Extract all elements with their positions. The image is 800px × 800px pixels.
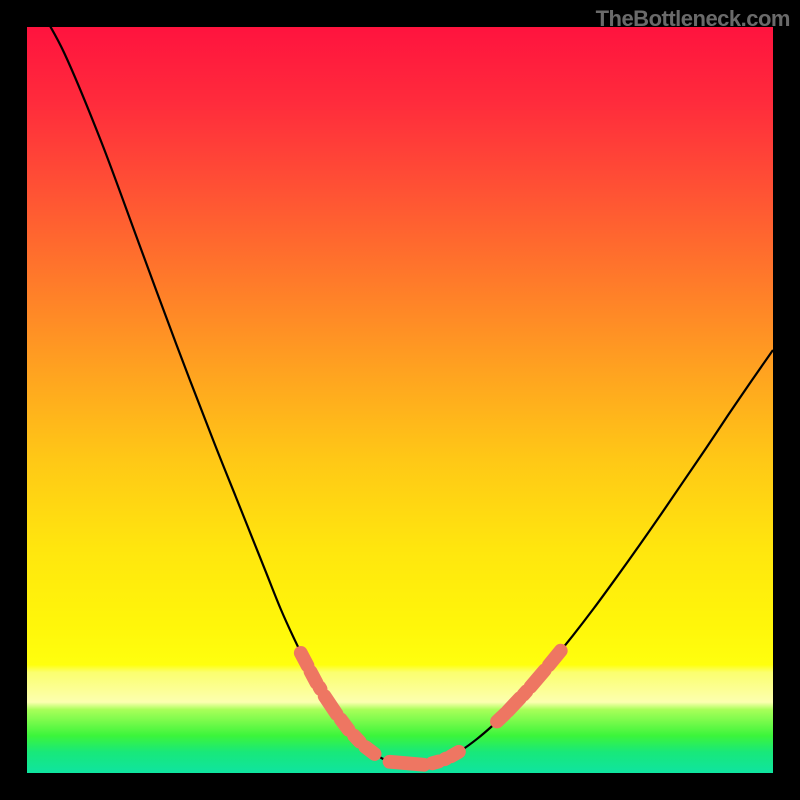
curve-marker-pill xyxy=(451,752,459,756)
curve-marker-pill xyxy=(354,736,360,742)
curve-marker-pill xyxy=(365,747,374,754)
curve-marker-pill xyxy=(508,698,520,711)
watermark-label: TheBottleneck.com xyxy=(596,6,790,32)
bottleneck-chart-svg xyxy=(0,0,800,800)
curve-marker-pill xyxy=(310,672,316,683)
curve-marker-pill xyxy=(549,651,561,666)
curve-marker-pill xyxy=(301,653,308,666)
curve-marker-pill xyxy=(341,719,349,729)
chart-canvas: TheBottleneck.com xyxy=(0,0,800,800)
curve-marker-pill xyxy=(432,761,439,763)
plot-gradient-background xyxy=(27,27,773,773)
curve-marker-pill xyxy=(390,762,424,765)
curve-marker-pill xyxy=(319,687,320,689)
